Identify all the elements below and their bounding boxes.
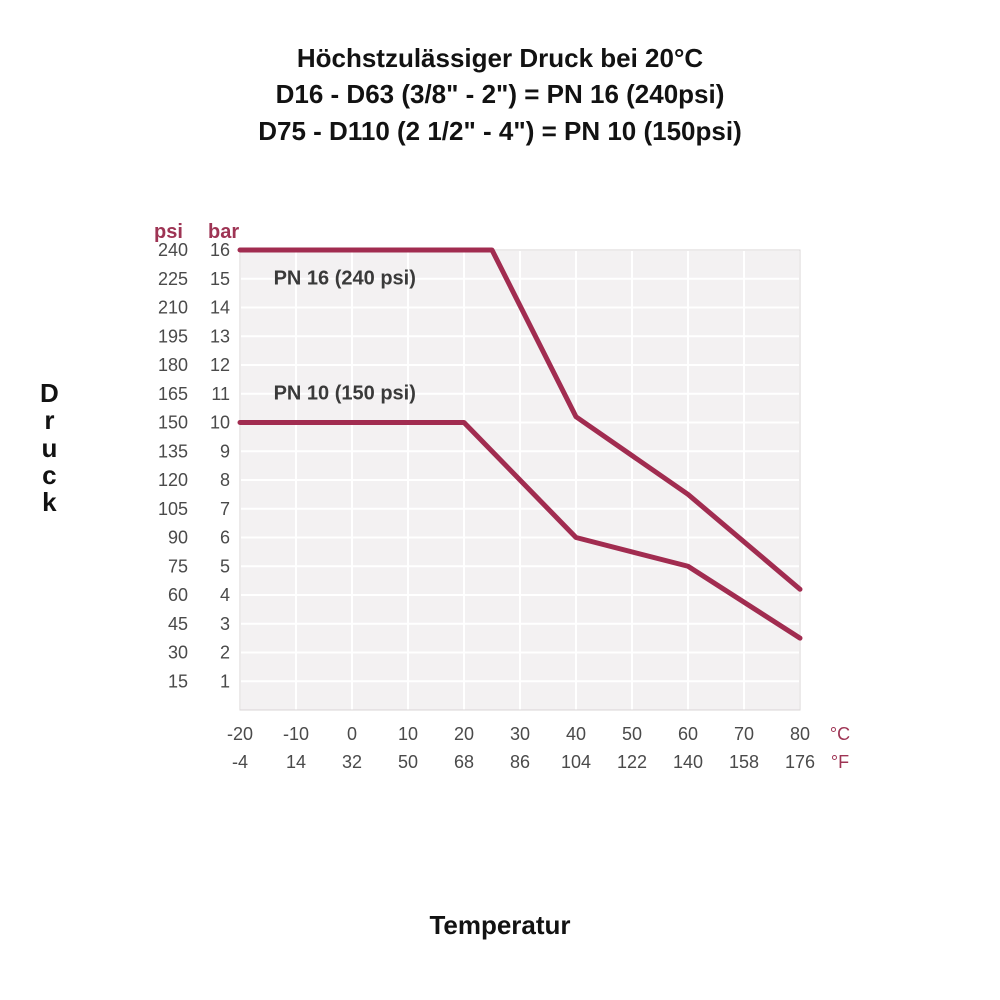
svg-text:10: 10	[398, 724, 418, 744]
svg-text:2: 2	[220, 643, 230, 663]
chart-header: Höchstzulässiger Druck bei 20°C D16 - D6…	[0, 40, 1000, 149]
svg-text:135: 135	[158, 441, 188, 461]
svg-text:14: 14	[210, 298, 230, 318]
svg-text:60: 60	[678, 724, 698, 744]
svg-text:165: 165	[158, 384, 188, 404]
svg-text:30: 30	[168, 643, 188, 663]
svg-text:158: 158	[729, 752, 759, 772]
svg-text:0: 0	[347, 724, 357, 744]
svg-text:3: 3	[220, 614, 230, 634]
svg-text:13: 13	[210, 326, 230, 346]
svg-text:12: 12	[210, 355, 230, 375]
svg-text:70: 70	[734, 724, 754, 744]
svg-text:15: 15	[168, 671, 188, 691]
svg-text:90: 90	[168, 528, 188, 548]
svg-text:50: 50	[398, 752, 418, 772]
svg-text:105: 105	[158, 499, 188, 519]
svg-text:32: 32	[342, 752, 362, 772]
svg-text:10: 10	[210, 413, 230, 433]
svg-text:80: 80	[790, 724, 810, 744]
svg-text:104: 104	[561, 752, 591, 772]
svg-text:-20: -20	[227, 724, 253, 744]
svg-text:86: 86	[510, 752, 530, 772]
svg-text:14: 14	[286, 752, 306, 772]
svg-text:60: 60	[168, 585, 188, 605]
svg-text:4: 4	[220, 585, 230, 605]
svg-text:6: 6	[220, 528, 230, 548]
svg-text:140: 140	[673, 752, 703, 772]
svg-text:5: 5	[220, 556, 230, 576]
svg-text:176: 176	[785, 752, 815, 772]
svg-text:15: 15	[210, 269, 230, 289]
svg-text:-10: -10	[283, 724, 309, 744]
y-axis-letter: c	[40, 462, 59, 489]
svg-text:°F: °F	[831, 752, 849, 772]
series-label: PN 16 (240 psi)	[274, 268, 416, 290]
svg-text:122: 122	[617, 752, 647, 772]
svg-text:11: 11	[211, 384, 230, 404]
svg-text:45: 45	[168, 614, 188, 634]
y-axis-letter: r	[40, 407, 59, 434]
y-axis-letter: k	[40, 489, 59, 516]
pressure-temperature-chart: psibar1513024536047559061057120813591501…	[90, 210, 910, 850]
svg-text:75: 75	[168, 556, 188, 576]
x-axis-title: Temperatur	[0, 910, 1000, 941]
svg-text:-4: -4	[232, 752, 248, 772]
svg-text:120: 120	[158, 470, 188, 490]
svg-text:1: 1	[220, 671, 230, 691]
svg-text:9: 9	[220, 441, 230, 461]
y-axis-title: D r u c k	[40, 380, 59, 516]
svg-text:195: 195	[158, 326, 188, 346]
svg-text:50: 50	[622, 724, 642, 744]
svg-text:225: 225	[158, 269, 188, 289]
svg-text:7: 7	[220, 499, 230, 519]
svg-text:180: 180	[158, 355, 188, 375]
svg-text:40: 40	[566, 724, 586, 744]
header-line-2: D16 - D63 (3/8" - 2") = PN 16 (240psi)	[0, 76, 1000, 112]
chart-container: psibar1513024536047559061057120813591501…	[90, 210, 910, 850]
header-line-3: D75 - D110 (2 1/2" - 4") = PN 10 (150psi…	[0, 113, 1000, 149]
svg-text:°C: °C	[830, 724, 850, 744]
svg-text:16: 16	[210, 240, 230, 260]
svg-text:210: 210	[158, 298, 188, 318]
svg-text:150: 150	[158, 413, 188, 433]
svg-text:240: 240	[158, 240, 188, 260]
y-axis-letter: u	[40, 435, 59, 462]
svg-text:30: 30	[510, 724, 530, 744]
svg-text:68: 68	[454, 752, 474, 772]
header-line-1: Höchstzulässiger Druck bei 20°C	[0, 40, 1000, 76]
y-axis-letter: D	[40, 380, 59, 407]
series-label: PN 10 (150 psi)	[274, 383, 416, 405]
svg-text:8: 8	[220, 470, 230, 490]
svg-text:20: 20	[454, 724, 474, 744]
